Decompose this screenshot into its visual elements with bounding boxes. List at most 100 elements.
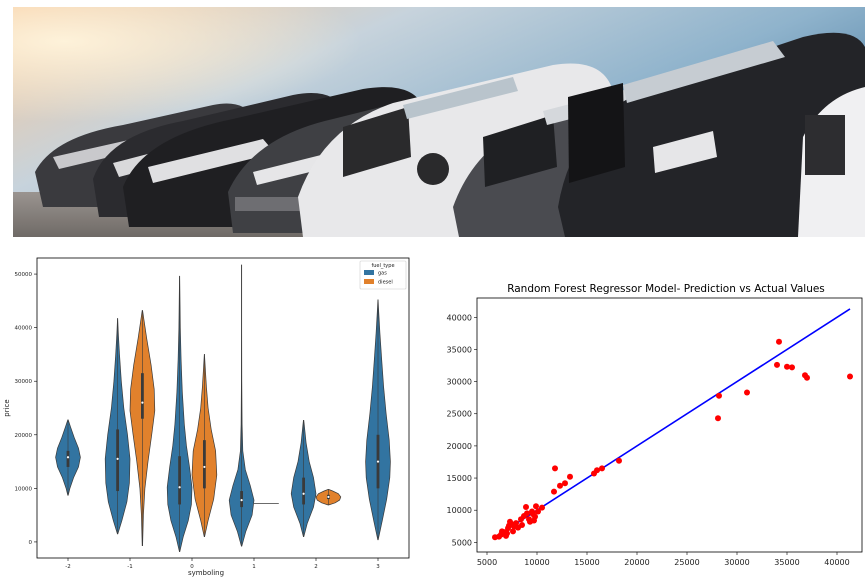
scatter-point xyxy=(562,480,568,487)
violin-y-tick-label: 50000 xyxy=(15,272,33,278)
scatter-y-tick-label: 25000 xyxy=(447,410,472,419)
violin-median-dot xyxy=(376,460,380,463)
violin-median-dot xyxy=(240,499,243,502)
violin-y-tick-label: 0 xyxy=(29,540,33,546)
legend-label-gas: gas xyxy=(378,271,387,277)
violin-median-dot xyxy=(302,492,305,495)
scatter-point xyxy=(744,389,750,396)
scatter-y-tick-label: 10000 xyxy=(447,506,472,515)
scatter-y-tick-label: 5000 xyxy=(452,538,472,547)
violin-chart: 0 10000 20000 30000 40000 50000 -2 -1 0 1 2 3 symb… xyxy=(3,257,410,577)
scatter-y-tick-label: 30000 xyxy=(447,378,472,387)
scatter-y-tick-label: 20000 xyxy=(447,442,472,451)
violin-median-dot xyxy=(327,495,330,499)
scatter-x-tick-label: 40000 xyxy=(824,558,849,567)
violin-y-axis-label: price xyxy=(3,399,11,416)
violin-diesel-0 xyxy=(191,354,218,537)
scatter-point xyxy=(616,457,622,464)
scatter-point xyxy=(551,488,557,495)
scatter-point xyxy=(504,530,510,537)
violin-chart-panel: 0 10000 20000 30000 40000 50000 -2 -1 0 1 2 3 symb… xyxy=(0,248,415,580)
violin-iqr-box xyxy=(66,450,70,467)
violin-median-dot xyxy=(178,486,181,489)
violin-median-dot xyxy=(116,457,119,460)
scatter-point xyxy=(776,338,782,345)
violin-y-tick-label: 30000 xyxy=(15,379,33,385)
scatter-chart: Random Forest Regressor Model- Predictio… xyxy=(447,283,863,567)
violin-x-tick-label: 2 xyxy=(314,564,318,570)
scatter-point xyxy=(524,510,530,517)
violin-diesel-2 xyxy=(315,489,342,506)
scatter-point xyxy=(557,482,563,489)
legend-label-diesel: diesel xyxy=(378,280,393,286)
violin-plot-area xyxy=(36,257,410,559)
scatter-point xyxy=(533,503,539,510)
violin-x-axis-label: symboling xyxy=(188,569,224,577)
scatter-point xyxy=(535,508,541,515)
violin-gas-1 xyxy=(228,264,255,547)
scatter-x-tick-label: 20000 xyxy=(624,558,649,567)
scatter-point xyxy=(519,522,525,528)
scatter-point xyxy=(599,465,605,472)
violin-iqr-box xyxy=(302,477,305,505)
scatter-points xyxy=(492,338,853,541)
scatter-chart-title: Random Forest Regressor Model- Predictio… xyxy=(507,283,825,295)
scatter-y-tick-label: 40000 xyxy=(447,313,472,322)
banner-image xyxy=(13,7,865,243)
violin-y-tick-label: 10000 xyxy=(15,486,33,492)
violin-diesel--1 xyxy=(129,310,156,547)
violin-gas--2 xyxy=(55,419,81,496)
legend-swatch-gas xyxy=(364,270,374,275)
violin-gas-3 xyxy=(365,299,391,541)
violin-median-dot xyxy=(203,465,206,469)
scatter-point xyxy=(774,361,780,368)
scatter-x-axis: 5000 10000 15000 20000 25000 30000 35000 40000 xyxy=(477,552,850,567)
violin-gas-0 xyxy=(166,275,193,552)
scatter-point xyxy=(784,363,790,370)
scatter-point xyxy=(594,467,600,474)
scatter-point xyxy=(804,374,810,381)
violin-x-tick-label: 3 xyxy=(376,564,380,570)
fit-line xyxy=(494,308,851,538)
scatter-point xyxy=(715,415,721,422)
scatter-chart-panel: Random Forest Regressor Model- Predictio… xyxy=(432,274,865,580)
violin-iqr-box xyxy=(141,373,144,419)
scatter-y-tick-label: 15000 xyxy=(447,474,472,483)
violin-iqr-box xyxy=(203,440,206,489)
violin-x-axis: -2 -1 0 1 2 3 xyxy=(65,558,380,570)
violin-x-tick-label: 0 xyxy=(190,564,194,570)
row-of-parked-cars-photo xyxy=(13,7,865,243)
scatter-x-tick-label: 15000 xyxy=(574,558,599,567)
scatter-point xyxy=(532,513,538,520)
violin-iqr-box xyxy=(116,429,119,492)
scatter-point xyxy=(567,473,573,480)
violin-gas-2 xyxy=(290,419,317,537)
violin-y-tick-label: 40000 xyxy=(15,326,33,332)
violin-x-tick-label: 1 xyxy=(252,564,256,570)
violin-iqr-box xyxy=(178,456,181,505)
scatter-fit-line-group xyxy=(494,308,851,538)
scatter-y-axis: 5000 10000 15000 20000 25000 30000 35000 40000 xyxy=(447,313,477,547)
violin-x-tick-label: -2 xyxy=(65,564,70,570)
car-7 xyxy=(558,32,865,237)
violin-x-tick-label: -1 xyxy=(127,564,132,570)
scatter-point xyxy=(552,465,558,472)
scatter-point xyxy=(539,504,545,511)
violin-legend: fuel_type gas diesel xyxy=(359,260,407,290)
scatter-point xyxy=(513,520,519,527)
scatter-point xyxy=(789,364,795,371)
violin-y-tick-label: 20000 xyxy=(15,433,33,439)
scatter-point xyxy=(847,373,853,380)
scatter-point xyxy=(510,528,516,535)
violin-bodies xyxy=(55,264,391,552)
violin-median-dot xyxy=(66,456,70,459)
car-8 xyxy=(798,87,865,237)
scatter-x-tick-label: 25000 xyxy=(674,558,699,567)
scatter-x-tick-label: 5000 xyxy=(477,558,497,567)
scatter-x-tick-label: 30000 xyxy=(724,558,749,567)
scatter-x-tick-label: 35000 xyxy=(774,558,799,567)
scatter-x-tick-label: 10000 xyxy=(524,558,549,567)
scatter-y-tick-label: 35000 xyxy=(447,345,472,354)
violin-y-axis: 0 10000 20000 30000 40000 50000 xyxy=(15,272,37,546)
violin-gas--1 xyxy=(104,318,131,535)
